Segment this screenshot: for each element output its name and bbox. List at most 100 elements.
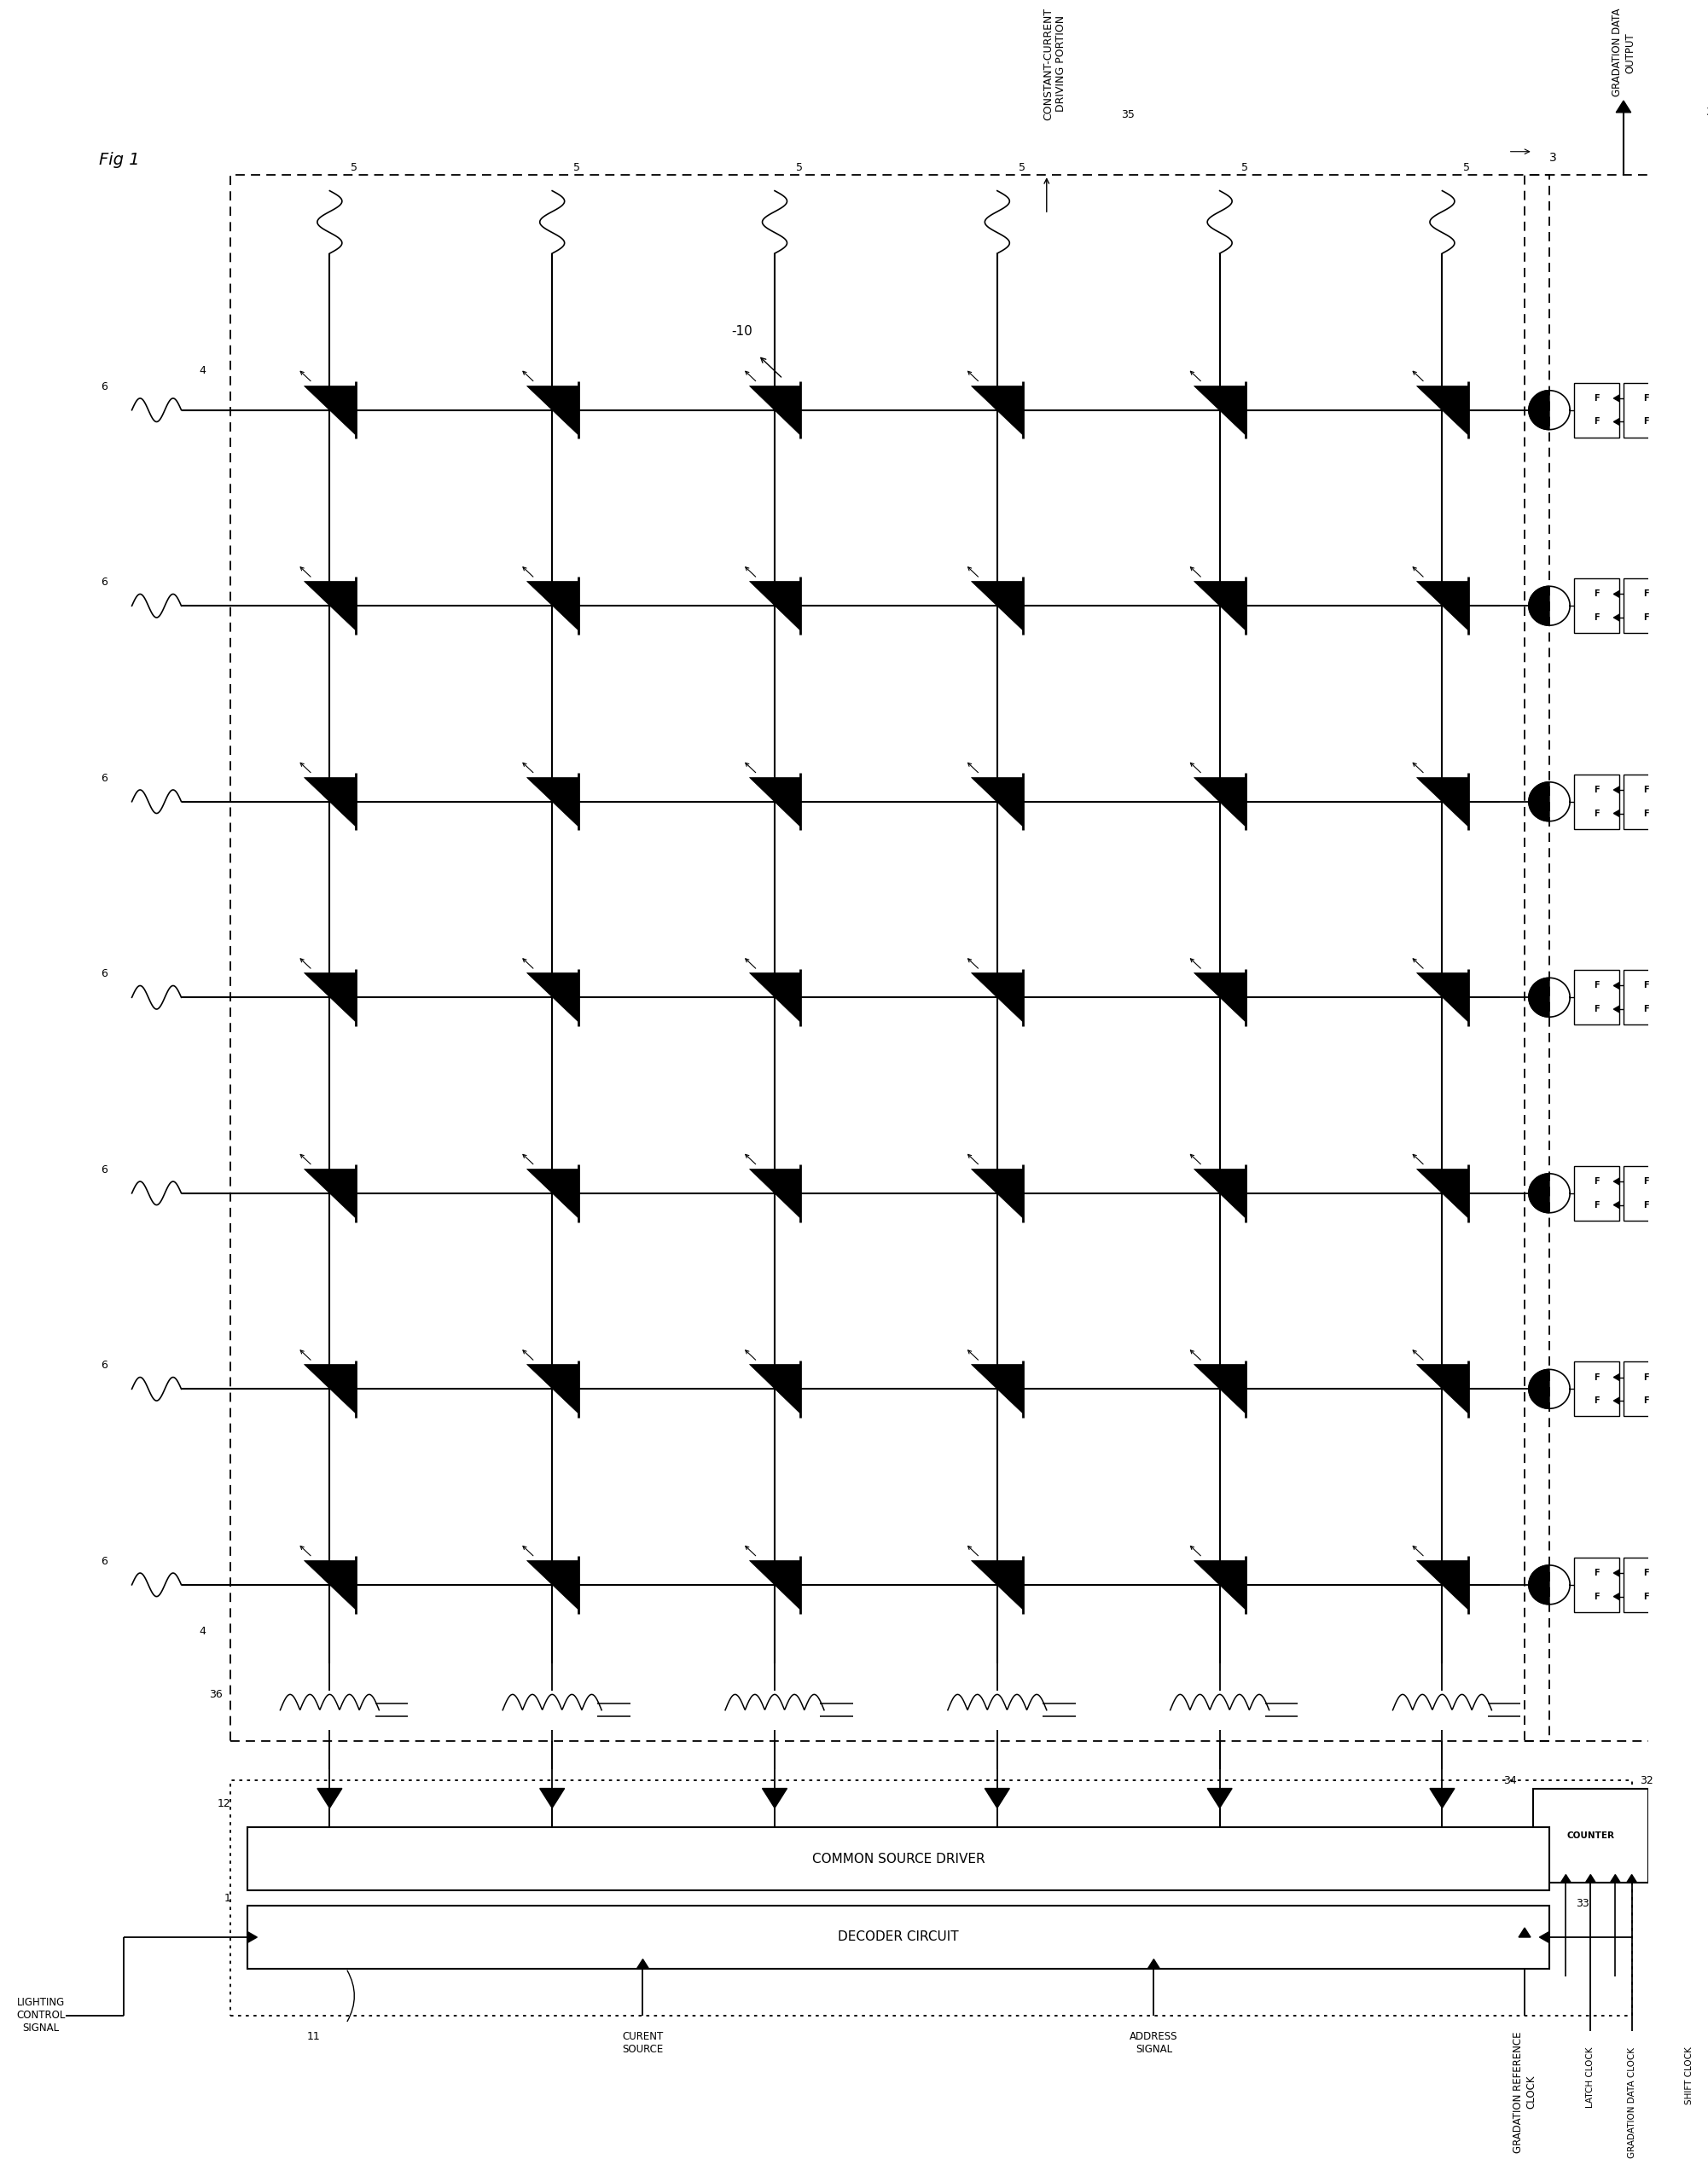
Polygon shape: [1416, 1364, 1469, 1414]
Bar: [1525, 175, 1708, 1742]
Text: 12: 12: [217, 1798, 231, 1809]
Polygon shape: [1614, 1179, 1619, 1185]
Polygon shape: [526, 384, 577, 434]
Text: F: F: [1594, 613, 1600, 622]
Text: F: F: [1643, 786, 1648, 795]
Polygon shape: [1614, 982, 1619, 989]
Text: Fig 1: Fig 1: [99, 151, 140, 168]
Polygon shape: [1664, 592, 1669, 598]
Polygon shape: [1416, 581, 1469, 630]
Polygon shape: [1614, 1570, 1619, 1576]
Text: F: F: [1643, 1200, 1648, 1209]
Text: F: F: [1594, 810, 1600, 818]
Polygon shape: [1430, 1788, 1455, 1807]
Polygon shape: [1194, 1561, 1245, 1608]
Polygon shape: [1529, 391, 1549, 430]
Text: F: F: [1643, 1570, 1648, 1578]
Polygon shape: [304, 777, 355, 827]
Bar: [1575, 1166, 1619, 1220]
Polygon shape: [972, 974, 1023, 1021]
Polygon shape: [1664, 1373, 1669, 1380]
Bar: [1624, 579, 1669, 633]
Bar: [248, 1827, 1549, 1891]
Text: F: F: [1594, 1177, 1600, 1185]
Polygon shape: [1614, 1203, 1619, 1209]
Bar: [1624, 1557, 1669, 1613]
Text: F: F: [1594, 395, 1600, 402]
Text: F: F: [1643, 1593, 1648, 1600]
Bar: [1624, 1362, 1669, 1416]
Polygon shape: [304, 1168, 355, 1218]
Polygon shape: [1148, 1958, 1160, 1969]
Polygon shape: [526, 1168, 577, 1218]
Polygon shape: [972, 1364, 1023, 1414]
Text: GRADATION REFERENCE
CLOCK: GRADATION REFERENCE CLOCK: [1513, 2032, 1537, 2153]
Polygon shape: [748, 581, 801, 630]
Text: F: F: [1594, 1570, 1600, 1578]
Polygon shape: [1529, 1369, 1549, 1408]
Text: F: F: [1643, 395, 1648, 402]
Polygon shape: [1660, 1874, 1670, 1883]
Text: 5: 5: [1018, 162, 1025, 173]
Polygon shape: [1208, 1788, 1231, 1807]
Polygon shape: [1194, 384, 1245, 434]
Text: 36: 36: [208, 1688, 222, 1699]
Polygon shape: [1539, 1932, 1549, 1943]
Text: 6: 6: [101, 1557, 108, 1567]
Text: 5: 5: [1242, 162, 1249, 173]
Polygon shape: [1611, 1874, 1621, 1883]
Text: COUNTER: COUNTER: [1566, 1831, 1614, 1839]
Polygon shape: [748, 1364, 801, 1414]
Polygon shape: [748, 777, 801, 827]
Polygon shape: [1561, 1874, 1571, 1883]
Polygon shape: [526, 1561, 577, 1608]
Text: 4: 4: [200, 365, 207, 376]
Polygon shape: [1664, 395, 1669, 402]
Text: 35: 35: [1120, 110, 1134, 121]
Text: 6: 6: [101, 576, 108, 587]
Polygon shape: [748, 1168, 801, 1218]
Text: 5: 5: [350, 162, 357, 173]
Polygon shape: [1416, 974, 1469, 1021]
Text: F: F: [1643, 613, 1648, 622]
Polygon shape: [1664, 1570, 1669, 1576]
Text: F: F: [1594, 786, 1600, 795]
Text: F: F: [1643, 810, 1648, 818]
Polygon shape: [1585, 1874, 1595, 1883]
Polygon shape: [304, 974, 355, 1021]
Bar: [248, 1906, 1549, 1969]
Polygon shape: [1684, 1874, 1694, 1883]
Polygon shape: [1664, 786, 1669, 792]
Bar: [1532, 1788, 1648, 1883]
Polygon shape: [972, 581, 1023, 630]
Polygon shape: [986, 1788, 1009, 1807]
Polygon shape: [748, 384, 801, 434]
Polygon shape: [1664, 1006, 1669, 1013]
Text: LATCH CLOCK: LATCH CLOCK: [1587, 2047, 1595, 2107]
Polygon shape: [1614, 1593, 1619, 1600]
Text: F: F: [1643, 1004, 1648, 1013]
Bar: [1624, 1166, 1669, 1220]
Text: SHIFT CLOCK: SHIFT CLOCK: [1686, 2047, 1694, 2105]
Polygon shape: [1416, 777, 1469, 827]
Bar: [1575, 579, 1619, 633]
Text: 6: 6: [101, 969, 108, 980]
Polygon shape: [1614, 592, 1619, 598]
Polygon shape: [1626, 1874, 1636, 1883]
Polygon shape: [1194, 581, 1245, 630]
Text: F: F: [1594, 1200, 1600, 1209]
Polygon shape: [1529, 978, 1549, 1017]
Text: 4: 4: [200, 1626, 207, 1637]
Text: F: F: [1643, 1373, 1648, 1382]
Polygon shape: [540, 1788, 565, 1807]
Polygon shape: [248, 1932, 258, 1943]
Polygon shape: [1614, 395, 1619, 402]
Text: GRADATION DATA
OUTPUT: GRADATION DATA OUTPUT: [1612, 9, 1636, 97]
Polygon shape: [762, 1788, 787, 1807]
Polygon shape: [1416, 384, 1469, 434]
Text: F: F: [1643, 589, 1648, 598]
Polygon shape: [1614, 786, 1619, 792]
Text: F: F: [1594, 1593, 1600, 1600]
Text: LIGHTING
CONTROL
SIGNAL: LIGHTING CONTROL SIGNAL: [17, 1997, 65, 2034]
Text: F: F: [1594, 589, 1600, 598]
